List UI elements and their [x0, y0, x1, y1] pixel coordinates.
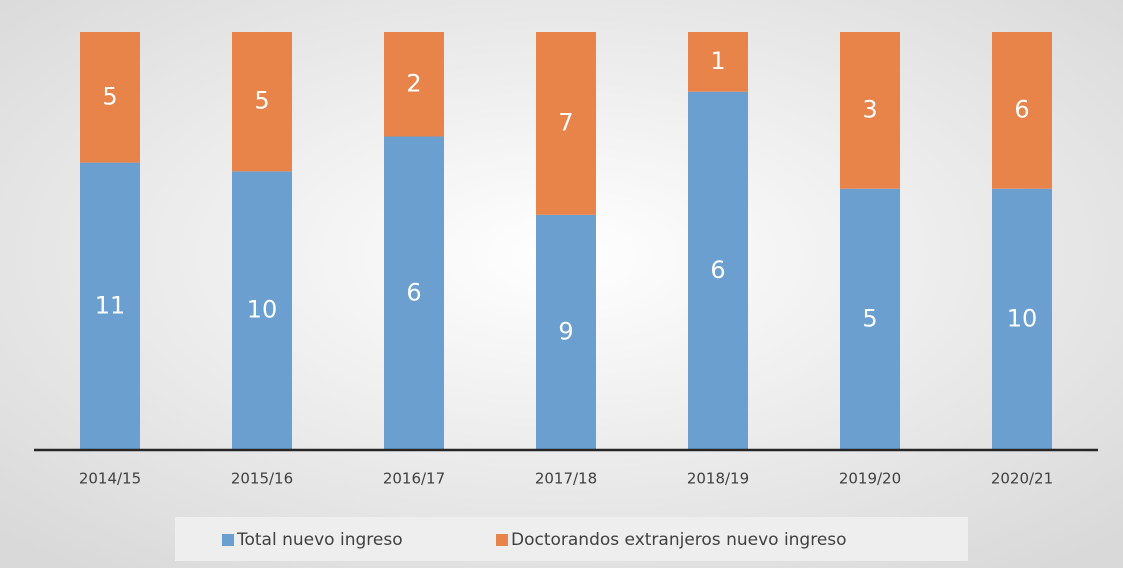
- legend-box: [175, 517, 968, 561]
- legend-label: Doctorandos extranjeros nuevo ingreso: [511, 530, 847, 550]
- legend-swatch: [222, 534, 234, 546]
- bar-segment: [536, 214, 596, 450]
- bar-segment: [384, 32, 444, 137]
- x-tick-label: 2015/16: [231, 470, 293, 488]
- bar-segment: [688, 32, 748, 92]
- bar-segment: [536, 32, 596, 215]
- bar-segment: [840, 32, 900, 189]
- data-label: 2: [406, 69, 421, 97]
- data-label: 3: [862, 95, 877, 123]
- bar-segment: [840, 188, 900, 450]
- x-tick-label: 2019/20: [839, 470, 901, 488]
- data-label: 1: [710, 47, 725, 75]
- data-label: 11: [95, 291, 126, 319]
- x-tick-label: 2014/15: [79, 470, 141, 488]
- x-tick-label: 2018/19: [687, 470, 749, 488]
- bar-segment: [232, 171, 292, 451]
- data-label: 6: [710, 256, 725, 284]
- x-tick-label: 2016/17: [383, 470, 445, 488]
- x-tick-label: 2020/21: [991, 470, 1053, 488]
- bar-segment: [232, 32, 292, 172]
- bar-segment: [688, 91, 748, 450]
- legend-swatch: [496, 534, 508, 546]
- data-label: 5: [102, 82, 117, 110]
- data-label: 5: [254, 87, 269, 115]
- data-label: 9: [558, 317, 573, 345]
- bar-segment: [80, 162, 140, 450]
- data-label: 7: [558, 108, 573, 136]
- bar-segment: [80, 32, 140, 163]
- data-label: 5: [862, 304, 877, 332]
- data-label: 6: [406, 278, 421, 306]
- x-tick-label: 2017/18: [535, 470, 597, 488]
- data-label: 10: [247, 296, 278, 324]
- data-label: 10: [1007, 304, 1038, 332]
- data-label: 6: [1014, 95, 1029, 123]
- bar-segment: [384, 136, 444, 450]
- legend-label: Total nuevo ingreso: [236, 530, 403, 550]
- bar-segment: [992, 188, 1052, 450]
- bar-segment: [992, 32, 1052, 189]
